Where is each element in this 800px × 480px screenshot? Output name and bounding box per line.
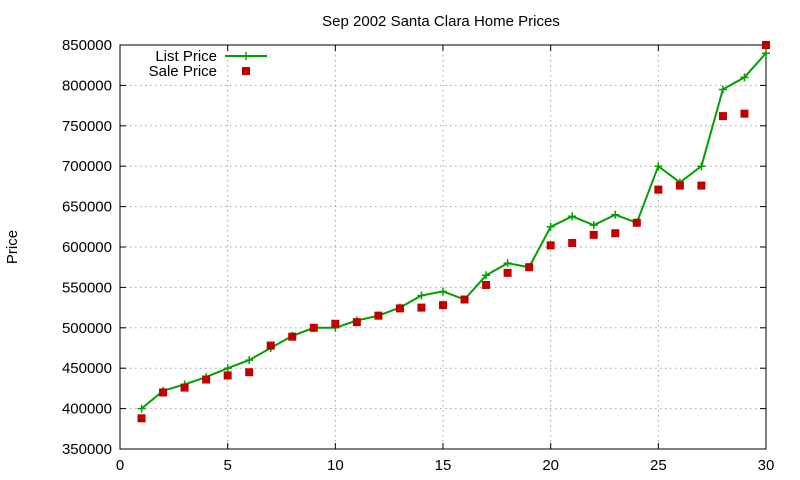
y-tick-label: 600000 <box>62 239 112 256</box>
legend-swatch-sale-price <box>242 67 250 75</box>
sale-price-point <box>525 263 534 272</box>
sale-price-point <box>288 332 297 341</box>
legend-label-sale-price: Sale Price <box>149 63 217 80</box>
x-tick-label: 25 <box>650 457 667 474</box>
sale-price-point <box>159 388 168 397</box>
y-tick-label: 700000 <box>62 158 112 175</box>
sale-price-point <box>331 319 340 328</box>
legend-cross-marker <box>242 52 250 60</box>
list-price-point <box>546 222 555 231</box>
x-tick-label: 20 <box>542 457 559 474</box>
legend-label-list-price: List Price <box>155 48 217 65</box>
list-price-point <box>568 212 577 221</box>
y-tick-label: 350000 <box>62 441 112 458</box>
x-tick-label: 0 <box>116 457 124 474</box>
series-layer <box>137 41 770 423</box>
sale-price-point <box>374 311 383 320</box>
x-tick-label: 15 <box>435 457 452 474</box>
sale-price-point <box>417 303 426 312</box>
legend: List Price Sale Price <box>149 48 267 80</box>
axis-ticks: 0 5 10 15 20 25 30 350000 400000 450000 500000 5500… <box>62 37 774 474</box>
x-tick-label: 30 <box>758 457 775 474</box>
list-price-point <box>740 73 749 82</box>
list-price-point <box>762 49 770 58</box>
list-price-point <box>589 221 598 230</box>
y-axis-label: Price <box>4 230 21 264</box>
sale-price-point <box>589 230 598 239</box>
y-tick-label: 800000 <box>62 77 112 94</box>
y-tick-label: 650000 <box>62 199 112 216</box>
sale-price-point <box>762 41 770 49</box>
list-price-point <box>137 404 146 413</box>
y-tick-label: 450000 <box>62 360 112 377</box>
sale-price-point <box>632 218 641 227</box>
sale-price-point <box>439 301 447 310</box>
sale-price-point <box>266 341 275 350</box>
list-price-point <box>245 356 254 365</box>
chart-title: Sep 2002 Santa Clara Home Prices <box>322 13 560 30</box>
sale-price-point <box>503 268 512 277</box>
gridlines <box>120 45 766 449</box>
sale-price-point <box>395 304 404 313</box>
list-price-point <box>718 85 727 94</box>
sale-price-point <box>654 185 663 194</box>
sale-price-point <box>568 238 577 247</box>
sale-price-point <box>137 414 146 423</box>
sale-price-point <box>546 241 555 250</box>
sale-price-point <box>223 371 232 380</box>
sale-price-point <box>718 112 727 121</box>
sale-price-point <box>202 375 211 384</box>
sale-price-point <box>180 383 189 392</box>
list-price-point <box>697 162 706 171</box>
y-tick-label: 750000 <box>62 118 112 135</box>
sale-price-point <box>675 181 684 190</box>
y-tick-label: 850000 <box>62 37 112 54</box>
sale-price-point <box>611 229 620 238</box>
x-tick-label: 10 <box>327 457 344 474</box>
sale-price-point <box>352 318 361 327</box>
y-tick-label: 550000 <box>62 279 112 296</box>
sale-price-point <box>245 368 254 377</box>
list-price-point <box>503 259 512 268</box>
sale-price-point <box>309 323 318 332</box>
list-price-point <box>654 162 663 171</box>
x-tick-label: 5 <box>223 457 231 474</box>
list-price-line <box>140 52 767 410</box>
sale-price-point <box>482 280 491 289</box>
list-price-point <box>482 271 491 280</box>
sale-price-point <box>697 181 706 190</box>
y-tick-label: 500000 <box>62 320 112 337</box>
list-price-point <box>417 291 426 300</box>
y-tick-label: 400000 <box>62 401 112 418</box>
sale-price-point <box>460 295 469 304</box>
list-price-point <box>439 287 447 296</box>
list-price-point <box>223 364 232 373</box>
sale-price-point <box>740 109 749 118</box>
list-price-point <box>611 210 620 219</box>
